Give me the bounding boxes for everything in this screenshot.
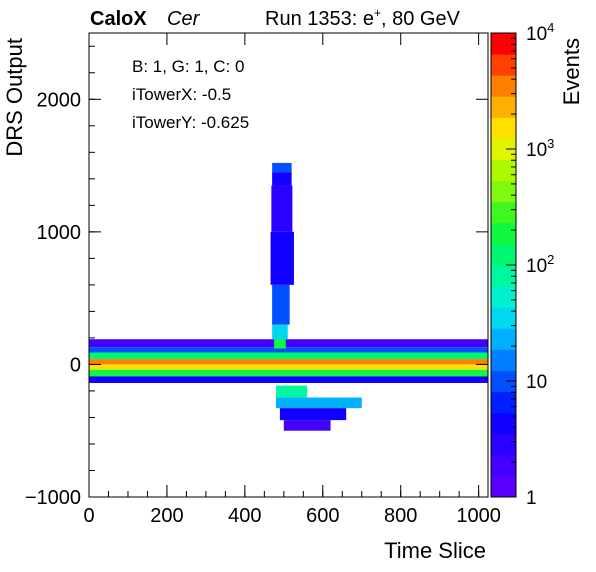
stats-line-1: B: 1, G: 1, C: 0: [132, 57, 244, 76]
pulse-cell: [272, 284, 290, 325]
stats-box-background: [120, 50, 360, 146]
band-cell: [89, 339, 488, 348]
z-tick-base: 10: [526, 24, 547, 45]
x-tick-label: 400: [228, 505, 261, 527]
color-scale-swatch: [491, 475, 516, 498]
z-tick-label: 1: [526, 488, 537, 509]
undershoot-cell: [279, 408, 347, 421]
color-scale-swatch: [491, 222, 516, 245]
z-tick-label: 104: [526, 20, 554, 45]
header-run-suffix: , 80 GeV: [381, 8, 461, 30]
color-scale-swatch: [491, 349, 516, 371]
color-scale-swatch: [491, 138, 516, 161]
header-run-sup: +: [374, 6, 381, 20]
color-scale-swatch: [491, 117, 516, 139]
x-axis-label: Time Slice: [384, 538, 486, 563]
pulse-cell: [271, 185, 293, 232]
color-scale-swatch: [491, 33, 516, 55]
pulse-cell: [272, 172, 292, 186]
color-scale-swatch: [491, 75, 516, 97]
y-axis-label: DRS Output: [2, 38, 27, 157]
y-tick-label: 0: [70, 354, 81, 376]
undershoot-cell: [283, 420, 331, 431]
color-scale-swatch: [491, 328, 516, 350]
undershoot-cell: [276, 385, 308, 398]
z-tick-label: 103: [526, 136, 554, 161]
band-cell: [89, 369, 488, 377]
x-tick-label: 0: [83, 505, 94, 527]
color-scale-swatch: [491, 180, 516, 203]
z-axis-label: Events: [559, 38, 584, 105]
band-cell: [89, 359, 488, 365]
band-cell: [89, 352, 488, 360]
y-tick-label: −1000: [25, 487, 81, 509]
pulse-cell: [274, 339, 286, 349]
pulse-cell: [272, 162, 292, 173]
plot-frame: [88, 32, 489, 498]
color-scale-swatch: [491, 54, 516, 76]
header-run: Run 1353: e+, 80 GeV: [265, 6, 461, 30]
x-tick-label: 1000: [456, 505, 501, 527]
header-run-prefix: Run 1353: e: [265, 8, 374, 30]
y-tick-label: 1000: [37, 222, 82, 244]
x-tick-label: 600: [306, 505, 339, 527]
x-tick-label: 800: [384, 505, 417, 527]
color-scale-swatch: [491, 96, 516, 118]
plot-area: [89, 162, 488, 431]
z-tick-exponent: 3: [547, 136, 554, 151]
color-scale-swatch: [491, 391, 516, 414]
pulse-cell: [270, 231, 294, 285]
color-scale-swatch: [491, 370, 516, 393]
color-scale-swatch: [491, 201, 516, 224]
color-scale-swatch: [491, 286, 516, 308]
color-scale-swatch: [491, 433, 516, 456]
x-tick-label: 200: [150, 505, 183, 527]
band-cell: [89, 376, 488, 383]
z-tick-base: 10: [526, 256, 547, 277]
stats-line-3: iTowerY: -0.625: [132, 113, 249, 132]
color-scale-swatch: [491, 265, 516, 287]
y-tick-label: 2000: [37, 89, 82, 111]
color-scale-swatch: [491, 159, 516, 182]
z-tick-exponent: 2: [547, 252, 554, 267]
color-scale-swatch: [491, 243, 516, 266]
color-scale-bar: [490, 32, 517, 498]
color-scale-swatch: [491, 412, 516, 435]
undershoot-cell: [276, 397, 362, 409]
z-tick-label: 10: [526, 372, 547, 393]
pulse-cell: [272, 324, 288, 340]
stats-line-2: iTowerX: -0.5: [132, 85, 231, 104]
band-cell: [89, 347, 488, 353]
color-scale-swatch: [491, 454, 516, 477]
y-axis: −1000 0 1000 2000: [25, 45, 488, 509]
color-scale-swatch: [491, 307, 516, 329]
header-brand: CaloX: [90, 8, 147, 30]
z-tick-base: 10: [526, 140, 547, 161]
z-tick-exponent: 4: [547, 20, 554, 35]
stats-box: B: 1, G: 1, C: 0 iTowerX: -0.5 iTowerY: …: [120, 50, 360, 146]
header-tag: Cer: [167, 8, 201, 30]
band-cell: [89, 364, 488, 370]
z-tick-label: 102: [526, 252, 554, 277]
x-axis: 0 200 400 600 800 1000: [83, 33, 501, 527]
